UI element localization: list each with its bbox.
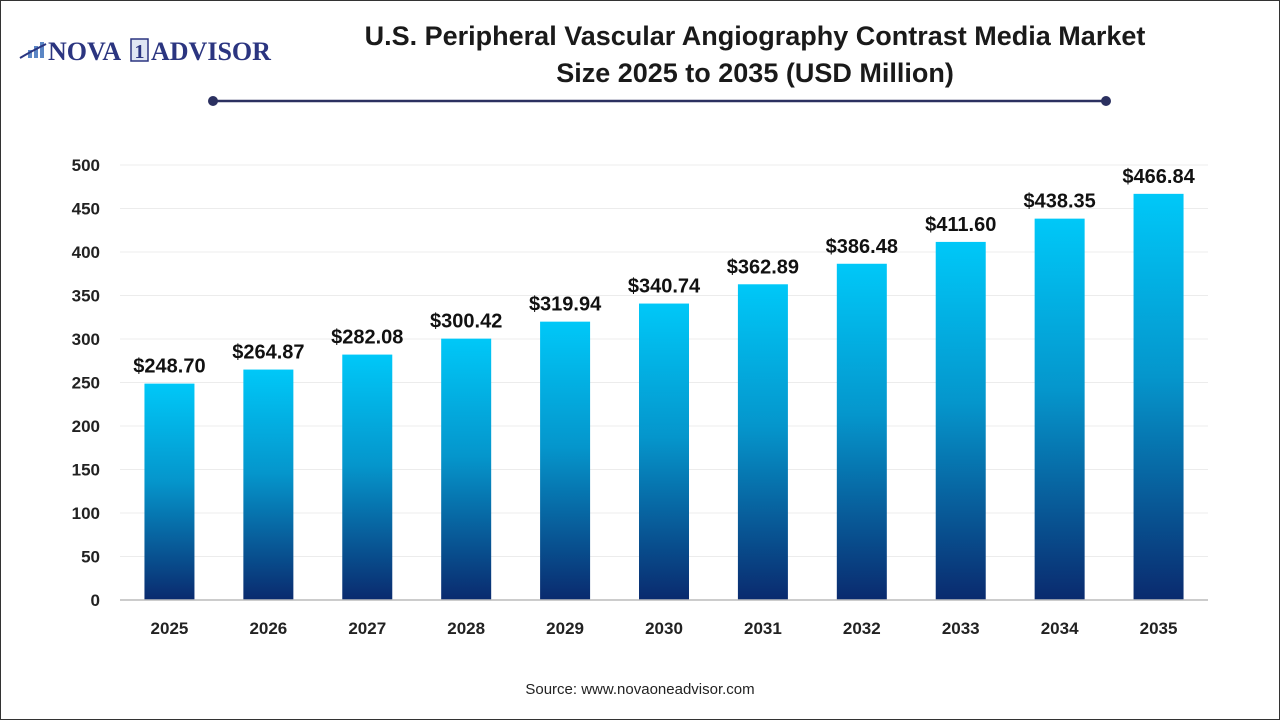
data-labels: $248.70 $264.87 $282.08 $300.42 $319.94 $340.… xyxy=(133,166,1195,378)
data-label: $319.94 xyxy=(529,294,602,316)
source-text: Source: www.novaoneadvisor.com xyxy=(525,681,754,698)
x-tick-label: 2035 xyxy=(1140,619,1178,638)
logo-mark-box xyxy=(130,38,149,62)
bar-2033 xyxy=(935,241,986,600)
bar-2028 xyxy=(441,338,492,600)
logo-text-left: NOVA xyxy=(48,37,121,66)
x-tick-label: 2033 xyxy=(942,619,980,638)
bar-2029 xyxy=(540,321,591,600)
bar-2030 xyxy=(639,303,689,600)
y-tick-label: 350 xyxy=(72,287,100,306)
logo-mark: 1 xyxy=(135,41,145,63)
y-tick-label: 200 xyxy=(72,417,100,436)
x-tick-label: 2030 xyxy=(645,619,683,638)
x-tick-label: 2028 xyxy=(447,619,485,638)
y-tick-label: 300 xyxy=(72,330,100,349)
data-label: $411.60 xyxy=(925,214,996,236)
y-tick-label: 250 xyxy=(72,374,100,393)
x-tick-label: 2025 xyxy=(151,619,189,638)
bar-2025 xyxy=(144,383,195,600)
y-tick-label: 100 xyxy=(72,504,100,523)
logo-text-right: ADVISOR xyxy=(151,37,271,66)
title-underline xyxy=(208,96,1111,106)
x-tick-label: 2031 xyxy=(744,619,782,638)
data-label: $248.70 xyxy=(133,356,205,378)
y-tick-label: 500 xyxy=(72,156,100,175)
logo: NOVA 1 ADVISOR xyxy=(19,37,271,66)
data-label: $386.48 xyxy=(826,236,898,258)
data-label: $438.35 xyxy=(1023,191,1095,213)
y-axis: 0 50 100 150 200 250 300 350 400 450 500 xyxy=(72,156,100,610)
y-tick-label: 400 xyxy=(72,243,100,262)
y-tick-label: 150 xyxy=(72,461,100,480)
x-tick-label: 2027 xyxy=(348,619,386,638)
x-axis: 2025 2026 2027 2028 2029 2030 2031 2032 2033 2034… xyxy=(151,619,1178,638)
data-label: $362.89 xyxy=(727,256,799,278)
bar-2034 xyxy=(1034,218,1085,600)
y-tick-label: 50 xyxy=(81,548,100,567)
data-label: $282.08 xyxy=(331,327,403,349)
bar-2032 xyxy=(836,263,887,600)
data-label: $340.74 xyxy=(628,276,701,298)
bar-2031 xyxy=(737,284,788,600)
data-label: $264.87 xyxy=(232,342,304,364)
x-tick-label: 2026 xyxy=(249,619,287,638)
bar-2027 xyxy=(342,354,393,600)
x-tick-label: 2029 xyxy=(546,619,584,638)
x-tick-label: 2032 xyxy=(843,619,881,638)
bars xyxy=(144,193,1184,601)
chart-title-line2: Size 2025 to 2035 (USD Million) xyxy=(556,58,954,88)
y-tick-label: 0 xyxy=(91,591,100,610)
y-tick-label: 450 xyxy=(72,200,100,219)
bar-2035 xyxy=(1133,193,1184,601)
x-tick-label: 2034 xyxy=(1041,619,1079,638)
chart-title-line1: U.S. Peripheral Vascular Angiography Con… xyxy=(365,21,1146,51)
logo-bars-icon xyxy=(19,42,47,59)
data-label: $300.42 xyxy=(430,311,502,333)
bar-2026 xyxy=(243,369,294,600)
data-label: $466.84 xyxy=(1122,166,1195,188)
